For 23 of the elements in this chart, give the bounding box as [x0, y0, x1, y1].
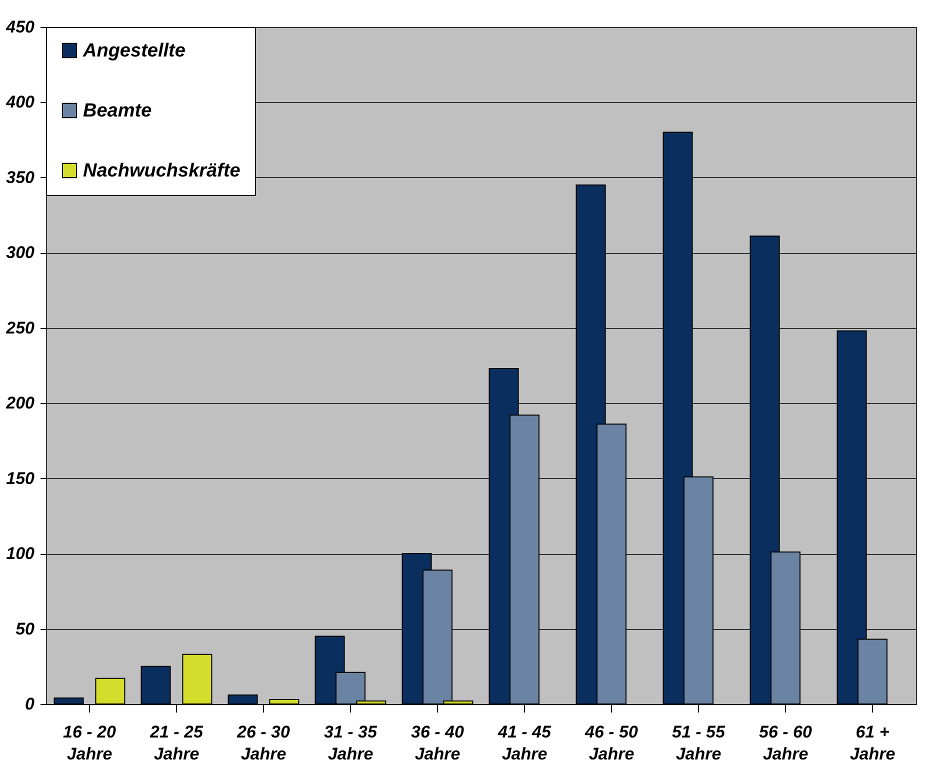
x-tick-label: 36 - 40 Jahre	[411, 722, 464, 760]
legend-label: Nachwuchskräfte	[83, 160, 241, 182]
y-tick-label: 200	[5, 394, 36, 413]
x-tick-label: 16 - 20 Jahre	[63, 722, 116, 760]
y-tick-label: 400	[5, 92, 36, 112]
x-tick-label: 56 - 60 Jahre	[759, 722, 812, 760]
y-tick-label: 350	[6, 168, 36, 187]
y-tick-label: 50	[16, 619, 36, 638]
y-tick-label: 150	[6, 468, 36, 488]
x-tick-label: 51 - 55 Jahre	[672, 722, 726, 760]
x-tick-label: 21 - 25 Jahre	[149, 722, 204, 760]
x-tick-label: 26 - 30 Jahre	[236, 722, 290, 760]
x-tick-label: 46 - 50 Jahre	[584, 722, 638, 760]
x-tick-label: 41 - 45 Jahre	[497, 722, 552, 760]
legend-label: Beamte	[83, 100, 152, 122]
y-tick-label: 0	[25, 694, 36, 714]
y-tick-label: 100	[6, 544, 36, 564]
legend-label: Angestellte	[82, 40, 186, 62]
x-tick-label: 61 + Jahre	[850, 722, 896, 760]
y-tick-label: 450	[5, 18, 36, 36]
y-tick-label: 250	[5, 318, 36, 338]
y-tick-label: 300	[6, 243, 36, 262]
x-tick-label: 31 - 35 Jahre	[324, 722, 378, 760]
